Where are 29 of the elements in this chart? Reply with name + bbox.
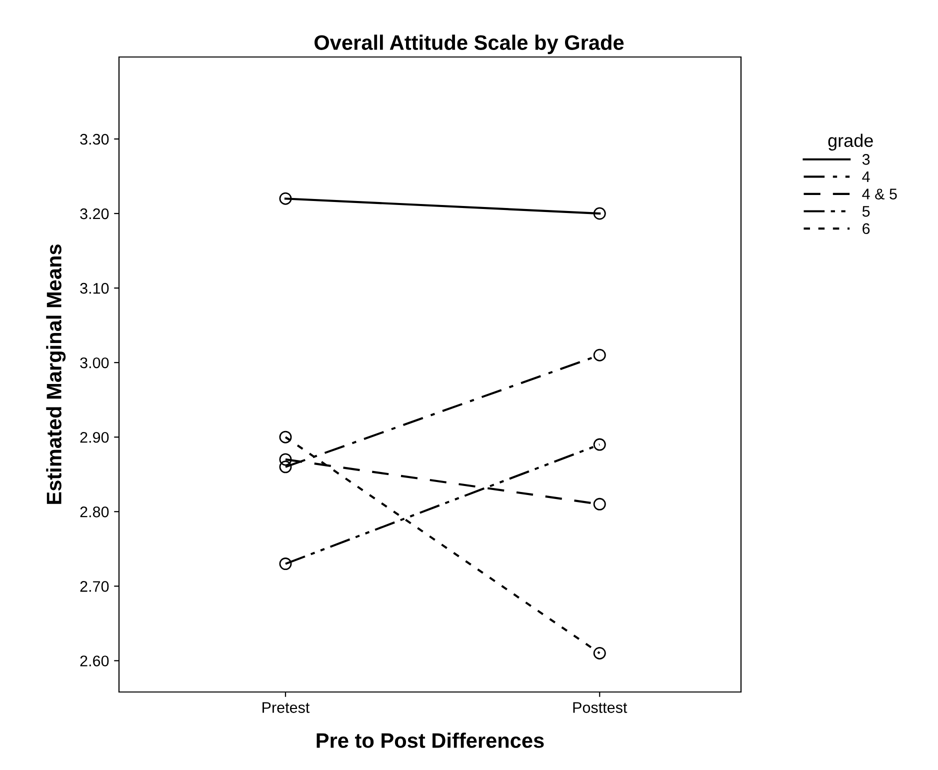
x-axis-title: Pre to Post Differences — [316, 732, 544, 748]
point — [593, 348, 606, 362]
point — [593, 438, 606, 451]
point — [279, 460, 292, 474]
point — [593, 498, 606, 510]
y-tick-label: 2.60 — [80, 656, 109, 666]
x-tick-label: Posttest — [573, 702, 628, 713]
y-tick-label: 3.10 — [80, 282, 109, 294]
y-axis-title: Estimated Marginal Means — [46, 244, 66, 504]
x-tick-label: Pretest — [262, 702, 310, 713]
y-tick-label: 2.80 — [80, 506, 109, 518]
point — [279, 558, 292, 570]
y-tick-label: 3.20 — [80, 208, 109, 220]
point — [279, 453, 292, 466]
legend-label: 5 — [862, 206, 870, 217]
legend-label: 3 — [862, 154, 870, 165]
legend-label: 4 — [862, 171, 870, 182]
legend-label: 4 & 5 — [862, 188, 897, 200]
legend-title: grade — [828, 134, 873, 151]
point — [279, 430, 292, 444]
point — [593, 207, 606, 220]
legend-label: 6 — [862, 223, 870, 234]
y-tick-label: 2.90 — [80, 432, 109, 443]
y-tick-label: 3.00 — [80, 357, 109, 368]
y-tick-label: 2.70 — [80, 581, 109, 592]
chart-title: Overall Attitude Scale by Grade — [314, 34, 624, 54]
y-tick-label: 3.30 — [80, 134, 109, 145]
point — [279, 192, 292, 205]
point — [593, 646, 606, 660]
